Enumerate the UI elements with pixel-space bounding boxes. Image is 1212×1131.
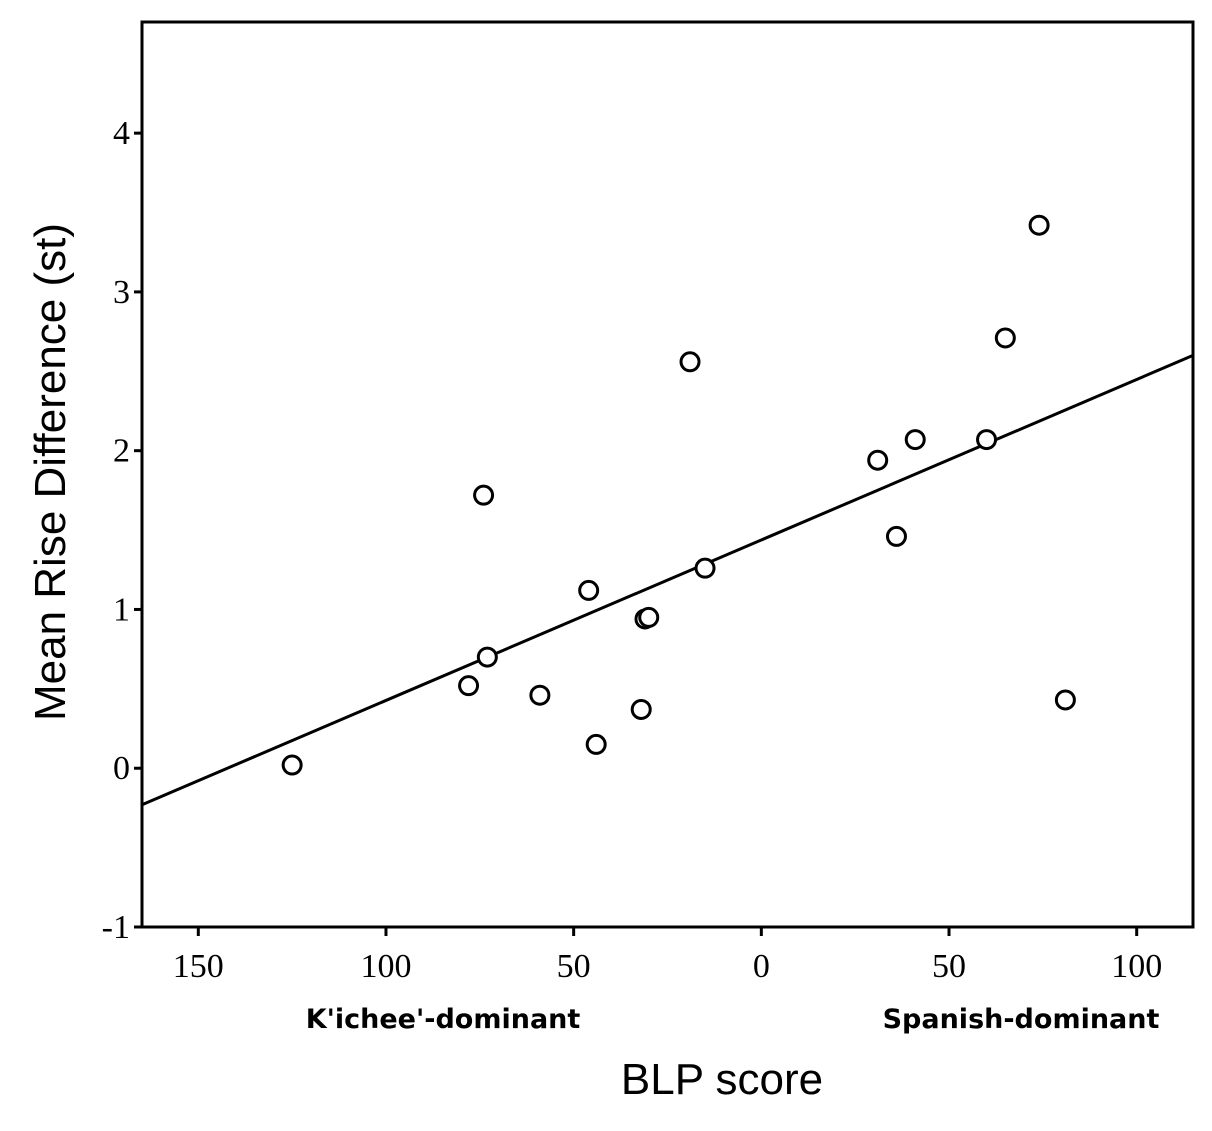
data-point xyxy=(281,754,303,776)
x-tick-label: 100 xyxy=(360,948,411,985)
regression-line xyxy=(141,354,1194,807)
data-point xyxy=(630,698,652,720)
data-point xyxy=(994,327,1016,349)
data-point xyxy=(1028,214,1050,236)
x-tick-label: 50 xyxy=(932,948,966,985)
x-tick-label: 0 xyxy=(753,948,770,985)
data-point xyxy=(679,351,701,373)
data-point xyxy=(476,646,498,668)
y-tick-label: 1 xyxy=(113,591,130,628)
plot-frame xyxy=(140,20,1195,929)
data-point xyxy=(694,557,716,579)
data-point xyxy=(976,429,998,451)
data-point xyxy=(529,684,551,706)
y-tick-label: 0 xyxy=(113,750,130,787)
x-tick-label: 100 xyxy=(1111,948,1162,985)
data-points-layer xyxy=(281,214,1076,776)
y-tick-label: 3 xyxy=(113,274,130,311)
x-tick-label: 50 xyxy=(557,948,591,985)
data-point xyxy=(867,449,889,471)
y-tick-label: 4 xyxy=(113,115,130,152)
annotation-spanish-dominant: Spanish-dominant xyxy=(883,1004,1160,1035)
regression-line-layer xyxy=(141,354,1194,807)
y-axis-ticks: -1 0 1 2 3 4 xyxy=(102,115,142,946)
y-tick-label: 2 xyxy=(113,433,130,470)
data-point xyxy=(585,733,607,755)
data-point xyxy=(473,484,495,506)
data-point xyxy=(885,525,907,547)
annotation-kichee-dominant: K'ichee'-dominant xyxy=(306,1004,581,1035)
x-axis-title: BLP score xyxy=(621,1055,823,1104)
data-point xyxy=(1054,689,1076,711)
x-axis-ticks: 150 100 50 0 50 100 xyxy=(173,927,1162,985)
y-axis-title: Mean Rise Difference (st) xyxy=(26,223,75,721)
data-point xyxy=(904,429,926,451)
y-tick-label: -1 xyxy=(102,909,130,946)
data-point xyxy=(578,579,600,601)
x-tick-label: 150 xyxy=(173,948,224,985)
data-point xyxy=(638,606,660,628)
data-point xyxy=(458,675,480,697)
